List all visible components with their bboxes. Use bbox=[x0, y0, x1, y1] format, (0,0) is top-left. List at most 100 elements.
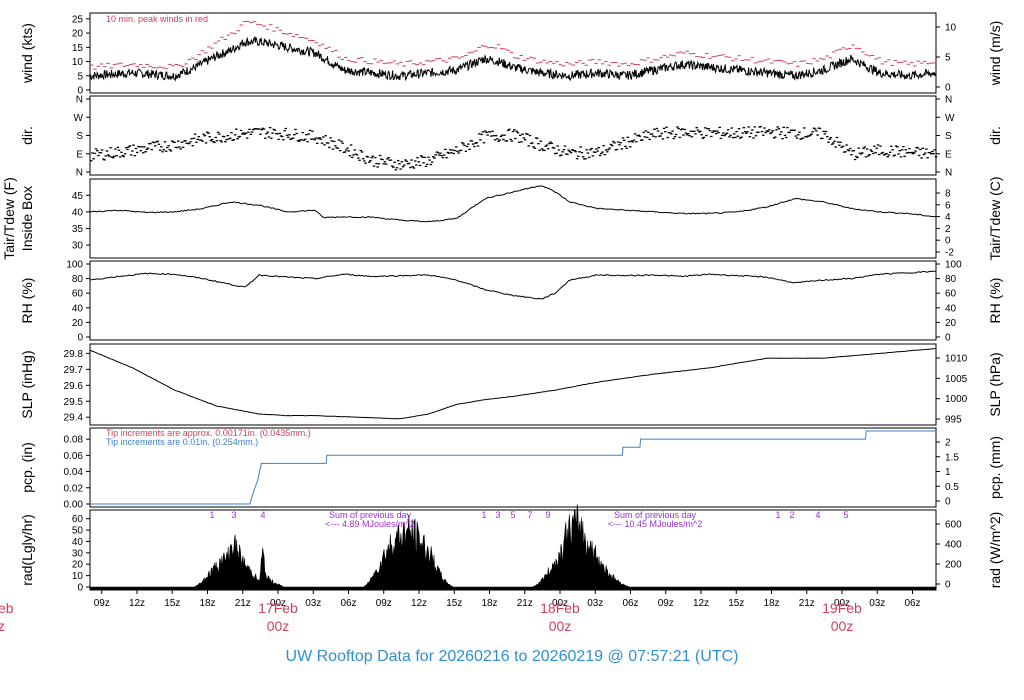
dir-point bbox=[348, 155, 352, 157]
dir-point bbox=[144, 151, 147, 153]
dir-point bbox=[731, 136, 735, 139]
dir-point bbox=[604, 149, 608, 151]
dir-point bbox=[528, 134, 532, 137]
dir-point bbox=[193, 133, 197, 135]
dir-point bbox=[109, 147, 112, 149]
x-tick-label: 06z bbox=[622, 598, 638, 609]
dir-point bbox=[593, 151, 597, 154]
dir-point bbox=[181, 146, 185, 148]
dir-point bbox=[231, 139, 234, 142]
dir-point bbox=[244, 132, 248, 134]
rad-hour-marker: 9 bbox=[545, 510, 550, 520]
dir-point bbox=[795, 137, 799, 139]
dir-point bbox=[250, 131, 254, 133]
rh-ytick-label: 40 bbox=[72, 303, 84, 314]
x-tick-label: 06z bbox=[904, 598, 920, 609]
dir-point bbox=[834, 146, 837, 148]
dir-point bbox=[818, 127, 822, 130]
dir-point bbox=[199, 139, 203, 141]
day-hour-label: 00z bbox=[267, 618, 290, 634]
dir-point bbox=[665, 126, 668, 128]
dir-point bbox=[875, 147, 879, 149]
dir-point bbox=[677, 127, 680, 130]
dir-point bbox=[149, 142, 152, 145]
dir-point bbox=[91, 152, 94, 154]
dir-point bbox=[456, 150, 459, 153]
dir-point bbox=[236, 138, 239, 140]
dir-point bbox=[390, 165, 394, 167]
dir-point bbox=[581, 156, 585, 158]
dir-point bbox=[332, 140, 336, 142]
dir-point bbox=[931, 150, 934, 153]
dir-point bbox=[757, 131, 760, 133]
tair-ytick-label-right: 6 bbox=[945, 200, 951, 211]
dir-point bbox=[656, 130, 660, 132]
dir-point bbox=[500, 134, 504, 136]
x-tick-label: 09z bbox=[94, 598, 110, 609]
dir-point bbox=[120, 151, 123, 153]
dir-point bbox=[226, 134, 230, 137]
dir-point bbox=[326, 142, 330, 144]
tair-ylabel-2: Inside Box bbox=[19, 186, 35, 251]
dir-point bbox=[683, 128, 686, 131]
dir-point bbox=[266, 131, 269, 133]
dir-point bbox=[626, 136, 630, 138]
dir-point bbox=[329, 137, 332, 139]
dir-point bbox=[331, 148, 335, 150]
dir-point bbox=[856, 156, 859, 159]
dir-point bbox=[810, 133, 813, 135]
dir-point bbox=[201, 140, 204, 142]
dir-point bbox=[261, 127, 265, 129]
dir-point bbox=[465, 145, 469, 148]
dir-point bbox=[260, 129, 263, 131]
dir-point bbox=[111, 157, 115, 159]
pcp-ytick-label-right: 0 bbox=[945, 497, 951, 508]
dir-point bbox=[622, 139, 626, 141]
dir-point bbox=[367, 161, 371, 163]
dir-point bbox=[214, 136, 217, 139]
dir-point bbox=[585, 149, 589, 151]
dir-point bbox=[597, 146, 601, 149]
dir-point bbox=[247, 131, 250, 133]
dir-point bbox=[724, 133, 727, 136]
dir-point bbox=[867, 155, 870, 157]
rad-ytick-label-right: 0 bbox=[945, 580, 951, 591]
dir-point bbox=[219, 139, 222, 142]
dir-point bbox=[441, 157, 445, 159]
dir-point bbox=[210, 138, 214, 141]
dir-point bbox=[535, 137, 539, 139]
dir-point bbox=[337, 139, 341, 141]
dir-point bbox=[846, 149, 850, 151]
dir-point bbox=[309, 138, 313, 140]
dir-point bbox=[891, 149, 894, 151]
tair-ytick-label: 45 bbox=[72, 191, 84, 202]
dir-point bbox=[180, 141, 184, 143]
dir-point bbox=[638, 135, 642, 137]
slp-ytick-label-right: 995 bbox=[945, 415, 962, 426]
dir-point bbox=[778, 133, 782, 136]
dir-point bbox=[220, 141, 224, 143]
dir-point bbox=[343, 151, 347, 153]
dir-point bbox=[427, 156, 430, 158]
dir-point bbox=[421, 156, 424, 158]
pcp-ytick-label: 0.02 bbox=[64, 483, 84, 494]
dir-point bbox=[389, 159, 393, 161]
dir-point bbox=[112, 155, 116, 157]
dir-point bbox=[354, 153, 358, 155]
rad-annotation: Sum of previous day bbox=[614, 510, 697, 520]
x-tick-label: 15z bbox=[164, 598, 180, 609]
dir-point bbox=[96, 150, 99, 152]
x-tick-label: 09z bbox=[376, 598, 392, 609]
dir-point bbox=[620, 148, 624, 150]
tair-ytick-label: 40 bbox=[72, 207, 84, 218]
dir-point bbox=[775, 129, 778, 131]
wind-ytick-label: 20 bbox=[72, 29, 84, 40]
dir-point bbox=[543, 149, 546, 152]
dir-point bbox=[209, 140, 213, 142]
dir-point bbox=[648, 138, 651, 141]
day-label: 18Feb bbox=[540, 600, 580, 616]
dir-point bbox=[624, 145, 627, 148]
dir-point bbox=[486, 134, 489, 136]
dir-point bbox=[178, 146, 181, 148]
dir-point bbox=[737, 128, 741, 130]
